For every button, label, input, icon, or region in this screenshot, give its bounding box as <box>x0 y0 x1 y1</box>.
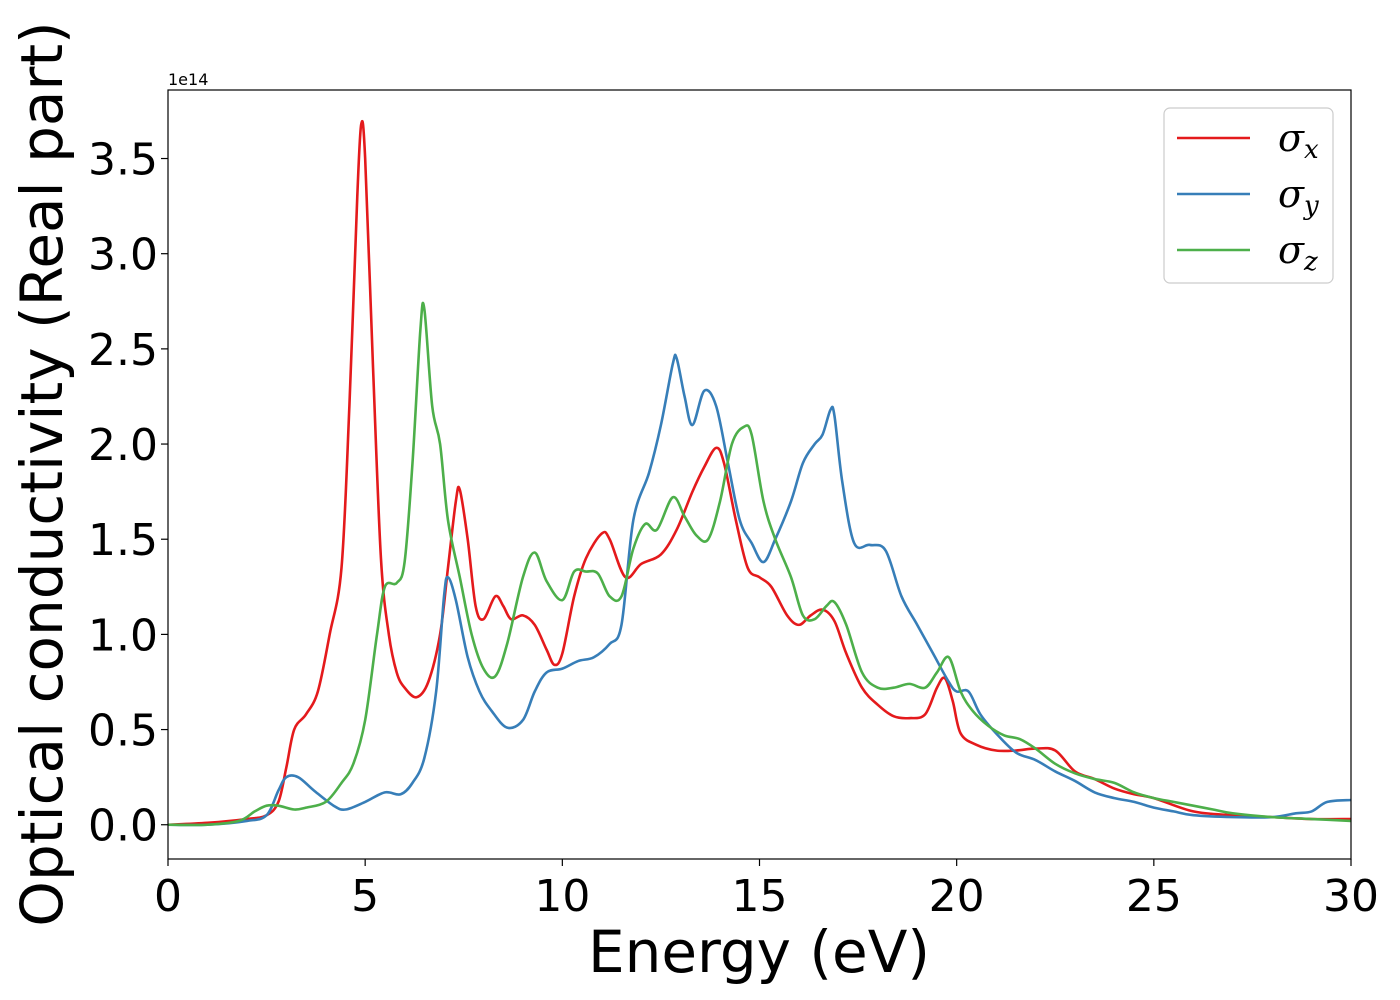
x-tick-label: 25 <box>1126 871 1182 922</box>
series-line-x <box>168 119 1351 827</box>
y-axis: 0.0 0.5 1.0 1.5 2.0 2.5 3.0 3.5 <box>88 135 168 852</box>
x-tick-label: 5 <box>351 871 379 922</box>
legend-box <box>1163 107 1334 284</box>
series-line-y <box>168 353 1351 827</box>
x-axis-label: Energy (eV) <box>588 918 930 986</box>
x-tick-label: 15 <box>732 871 788 922</box>
y-tick-label: 2.0 <box>88 420 158 471</box>
y-tick-label: 0.5 <box>88 706 158 757</box>
legend: σx σy σz <box>1163 107 1334 284</box>
x-tick-label: 0 <box>154 871 182 922</box>
legend-label-z: σz <box>1278 228 1318 277</box>
y-offset-label: 1e14 <box>168 70 208 89</box>
y-tick-label: 1.0 <box>88 610 158 661</box>
x-axis: 0 5 10 15 20 25 30 <box>154 859 1379 922</box>
series-layer <box>168 119 1351 827</box>
y-tick-label: 2.5 <box>88 325 158 376</box>
y-axis-label: Optical conductivity (Real part) <box>8 21 76 926</box>
x-tick-label: 20 <box>929 871 985 922</box>
y-tick-label: 3.0 <box>88 230 158 281</box>
y-tick-label: 1.5 <box>88 515 158 566</box>
x-tick-label: 30 <box>1323 871 1379 922</box>
y-tick-label: 3.5 <box>88 135 158 186</box>
y-tick-label: 0.0 <box>88 801 158 852</box>
series-line-z <box>168 301 1351 827</box>
legend-label-y: σy <box>1278 172 1319 221</box>
x-tick-label: 10 <box>534 871 590 922</box>
legend-label-x: σx <box>1278 116 1319 165</box>
